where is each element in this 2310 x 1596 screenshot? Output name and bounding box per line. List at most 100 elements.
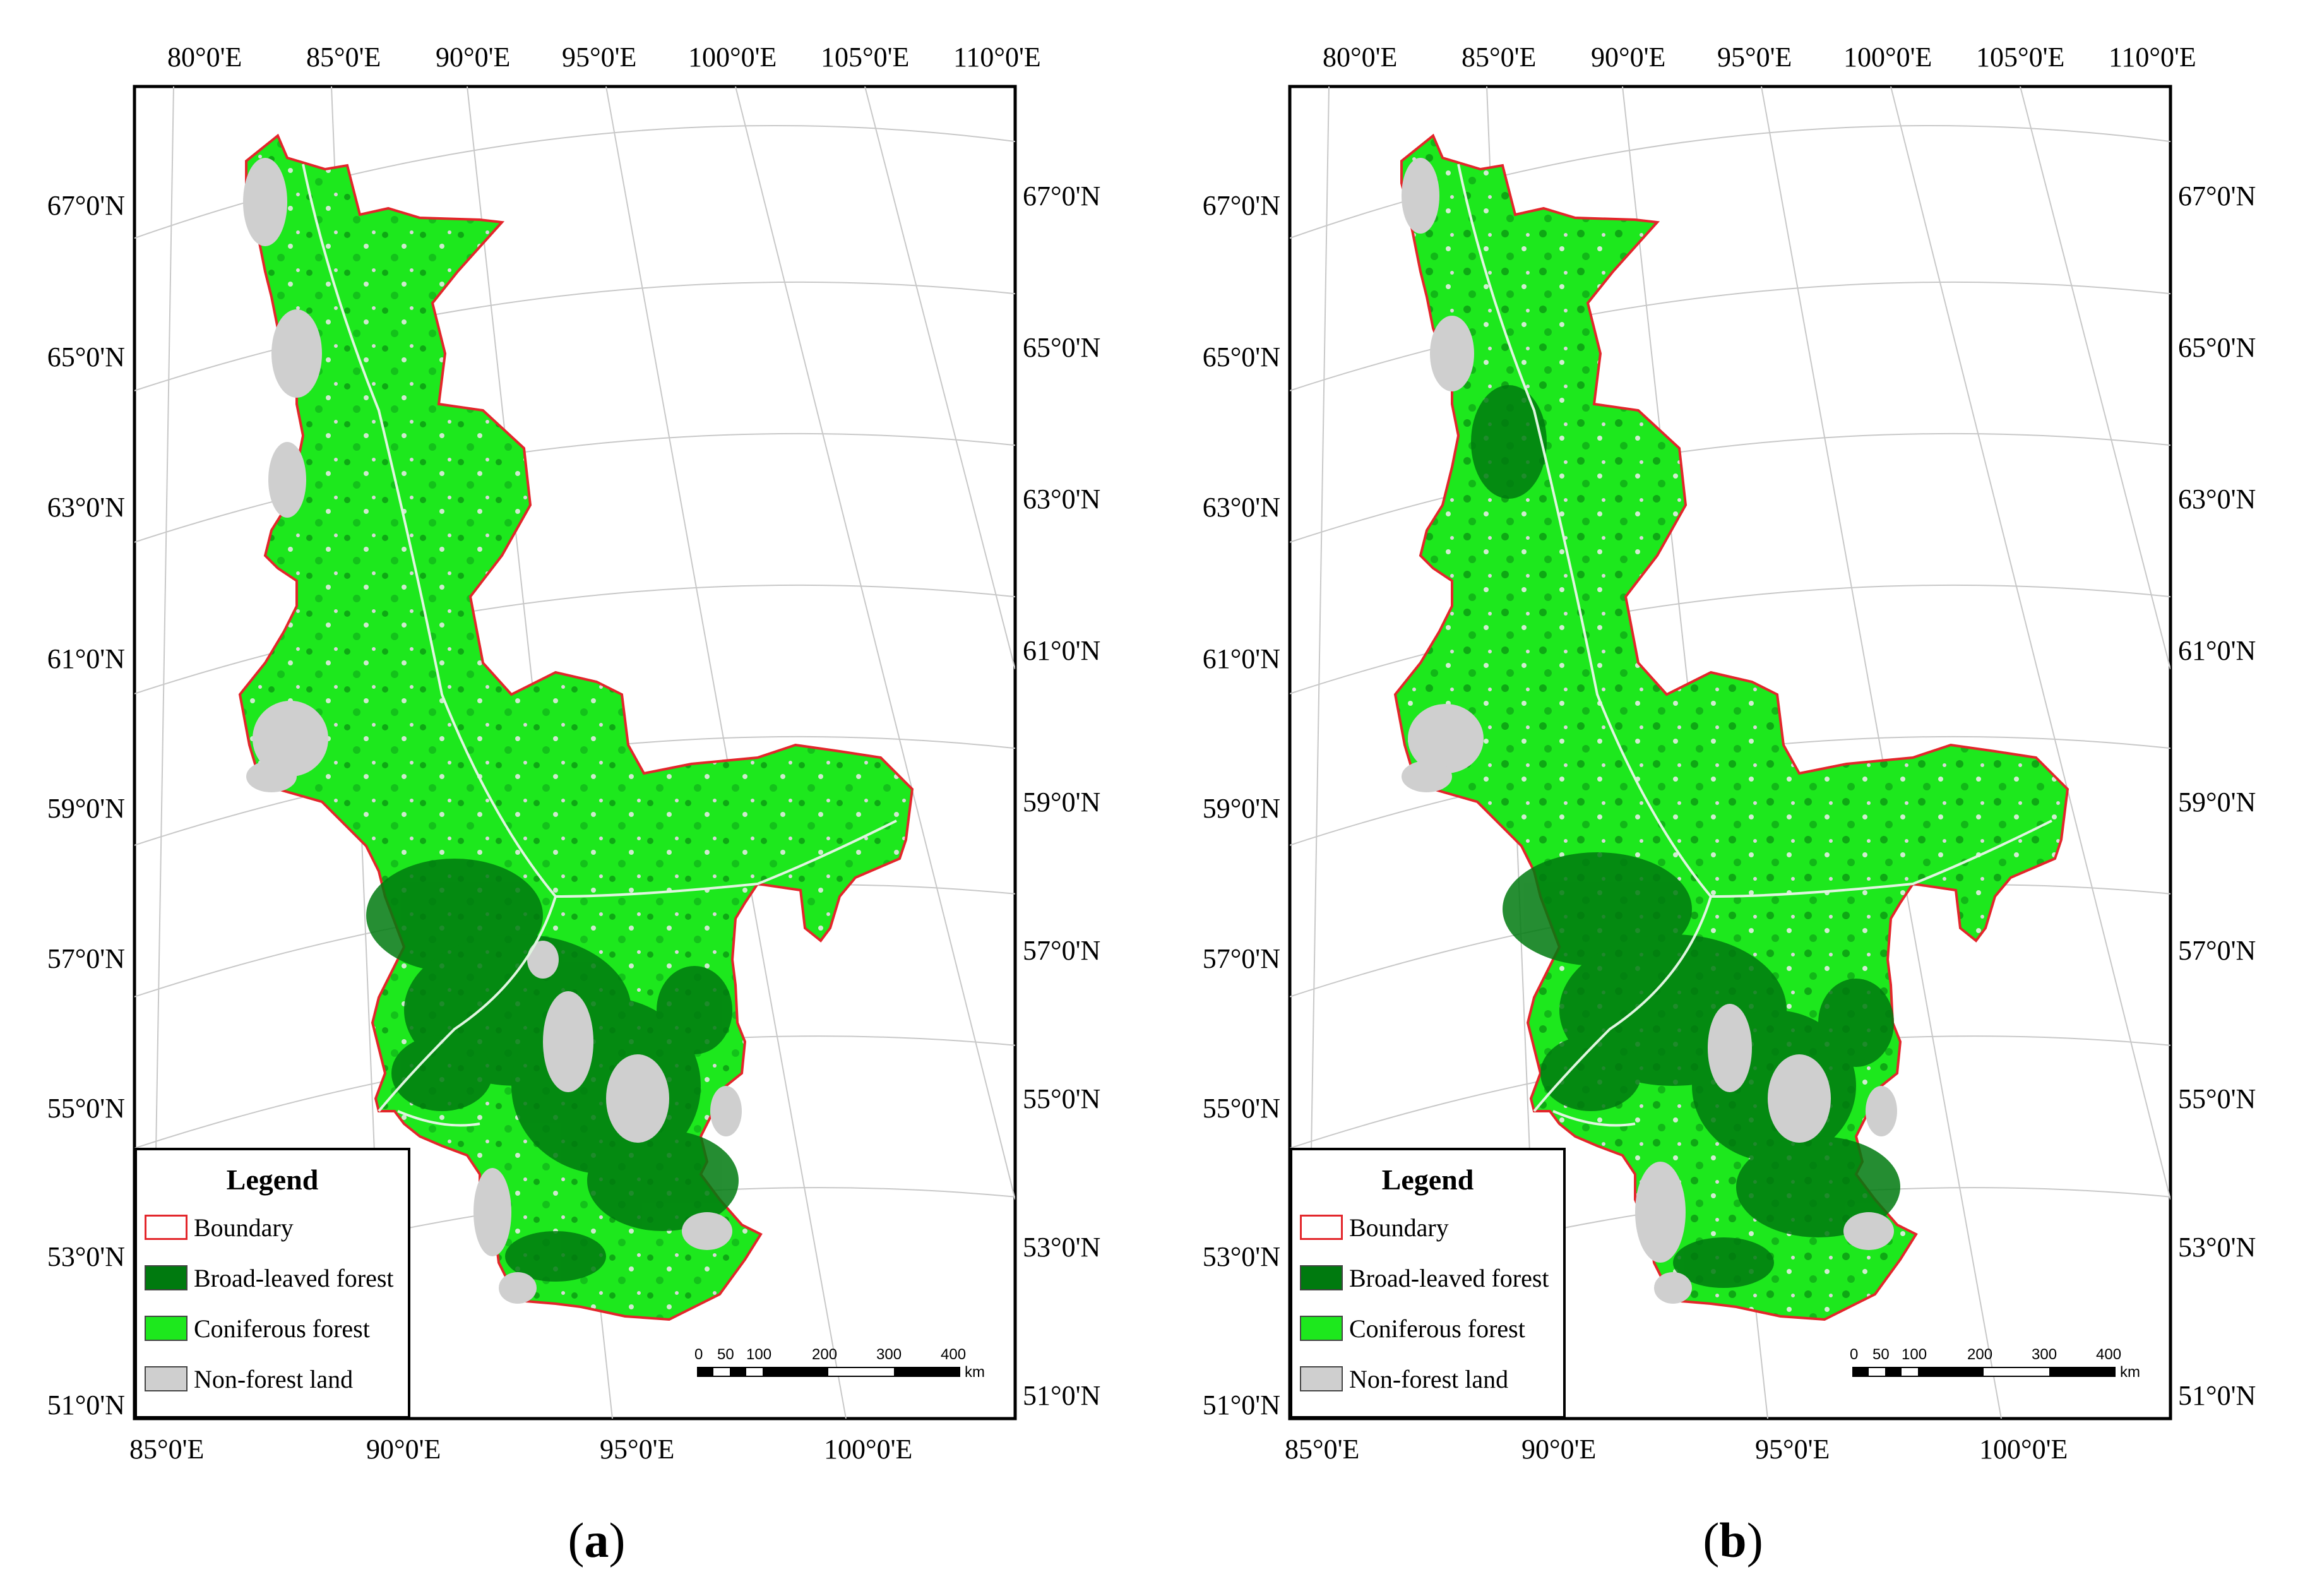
scale-tick: 200 xyxy=(1967,1346,1993,1363)
right-lat-label: 67°0'N xyxy=(1023,181,1100,211)
forest-region xyxy=(238,133,914,1321)
scale-tick: 100 xyxy=(1902,1346,1927,1363)
bottom-lon-label: 100°0'E xyxy=(824,1434,912,1465)
coniferous-swatch xyxy=(145,1316,188,1341)
left-lat-label: 59°0'N xyxy=(47,793,125,824)
left-lat-label: 51°0'N xyxy=(47,1390,125,1420)
left-lat-label: 51°0'N xyxy=(1203,1390,1280,1420)
caption-b: (b) xyxy=(1703,1513,1763,1568)
legend: Legend Boundary Broad-leaved forest Coni… xyxy=(134,1148,410,1419)
coniferous-swatch xyxy=(1300,1316,1343,1341)
left-lat-label: 59°0'N xyxy=(1203,793,1280,824)
caption-letter: b xyxy=(1719,1513,1747,1568)
right-lat-label: 57°0'N xyxy=(1023,935,1100,966)
scale-tick: 300 xyxy=(2032,1346,2057,1363)
bottom-lon-label: 85°0'E xyxy=(1285,1434,1359,1465)
left-lat-label: 65°0'N xyxy=(1203,342,1280,372)
legend-title: Legend xyxy=(1381,1164,1474,1196)
legend-item-coniferous: Coniferous forest xyxy=(1300,1309,1525,1347)
top-lon-label: 100°0'E xyxy=(1843,42,1932,73)
left-lat-label: 55°0'N xyxy=(1203,1093,1280,1124)
top-lon-label: 110°0'E xyxy=(953,42,1041,73)
scale-tick: 50 xyxy=(717,1346,734,1363)
nonforest-patches xyxy=(243,158,742,1304)
bottom-lon-label: 90°0'E xyxy=(1521,1434,1596,1465)
legend-title: Legend xyxy=(226,1164,319,1196)
right-lat-label: 57°0'N xyxy=(2178,935,2256,966)
legend-label: Non-forest land xyxy=(194,1364,354,1393)
legend-item-broadleaved: Broad-leaved forest xyxy=(145,1259,394,1297)
legend-label: Broad-leaved forest xyxy=(194,1263,394,1292)
left-lat-label: 63°0'N xyxy=(1203,492,1280,523)
top-lon-label: 85°0'E xyxy=(306,42,381,73)
left-lat-label: 61°0'N xyxy=(47,643,125,674)
left-latitude-labels: 67°0'N 65°0'N 63°0'N 61°0'N 59°0'N 57°0'… xyxy=(1203,190,1280,1420)
top-lon-label: 95°0'E xyxy=(1717,42,1792,73)
top-lon-label: 100°0'E xyxy=(688,42,777,73)
top-lon-label: 85°0'E xyxy=(1462,42,1536,73)
bottom-lon-label: 100°0'E xyxy=(1979,1434,2068,1465)
top-lon-label: 105°0'E xyxy=(1976,42,2064,73)
top-lon-label: 80°0'E xyxy=(167,42,242,73)
nonforest-patches xyxy=(1402,158,1897,1304)
scale-tick: 100 xyxy=(746,1346,772,1363)
nonforest-swatch xyxy=(1300,1366,1343,1391)
right-lat-label: 61°0'N xyxy=(2178,635,2256,666)
right-latitude-labels: 67°0'N 65°0'N 63°0'N 61°0'N 59°0'N 57°0'… xyxy=(2178,181,2256,1411)
bottom-lon-label: 90°0'E xyxy=(366,1434,441,1465)
left-lat-label: 67°0'N xyxy=(47,190,125,221)
top-lon-label: 90°0'E xyxy=(436,42,510,73)
legend-item-nonforest: Non-forest land xyxy=(1300,1360,1508,1398)
boundary-swatch xyxy=(145,1215,188,1240)
bottom-longitude-labels: 85°0'E 90°0'E 95°0'E 100°0'E xyxy=(1285,1434,2068,1465)
map-canvas-b: 80°0'E 85°0'E 90°0'E 95°0'E 100°0'E 105°… xyxy=(1203,42,2256,1465)
top-longitude-labels: 80°0'E 85°0'E 90°0'E 95°0'E 100°0'E 105°… xyxy=(167,42,1041,73)
right-lat-label: 51°0'N xyxy=(1023,1380,1100,1411)
scale-tick: 0 xyxy=(694,1346,703,1363)
scale-tick: 400 xyxy=(941,1346,967,1363)
scale-tick: 200 xyxy=(812,1346,838,1363)
left-lat-label: 57°0'N xyxy=(47,943,125,974)
scale-unit: km xyxy=(2120,1364,2140,1381)
left-lat-label: 67°0'N xyxy=(1203,190,1280,221)
scale-unit: km xyxy=(965,1364,985,1381)
broadleaved-swatch xyxy=(1300,1265,1343,1290)
right-lat-label: 63°0'N xyxy=(1023,484,1100,515)
forest-region xyxy=(1393,133,2069,1321)
scale-bar: 0 50 100 200 300 400 km xyxy=(1850,1346,2140,1384)
scale-tick: 50 xyxy=(1872,1346,1890,1363)
right-lat-label: 53°0'N xyxy=(1023,1232,1100,1263)
left-latitude-labels: 67°0'N 65°0'N 63°0'N 61°0'N 59°0'N 57°0'… xyxy=(47,190,125,1420)
boundary-swatch xyxy=(1300,1215,1343,1240)
scale-tick: 300 xyxy=(876,1346,902,1363)
right-lat-label: 55°0'N xyxy=(1023,1083,1100,1114)
scale-segments xyxy=(697,1367,960,1377)
legend-item-coniferous: Coniferous forest xyxy=(145,1309,370,1347)
right-lat-label: 65°0'N xyxy=(1023,332,1100,363)
broadleaved-swatch xyxy=(145,1265,188,1290)
right-lat-label: 59°0'N xyxy=(1023,787,1100,818)
left-lat-label: 55°0'N xyxy=(47,1093,125,1124)
scale-tick: 400 xyxy=(2096,1346,2122,1363)
rivers xyxy=(1457,164,2052,1127)
right-lat-label: 55°0'N xyxy=(2178,1083,2256,1114)
legend-item-boundary: Boundary xyxy=(1300,1208,1449,1246)
right-lat-label: 61°0'N xyxy=(1023,635,1100,666)
top-lon-label: 105°0'E xyxy=(821,42,909,73)
left-lat-label: 61°0'N xyxy=(1203,643,1280,674)
legend-label: Boundary xyxy=(1349,1213,1449,1242)
broadleaved-patches xyxy=(366,859,739,1282)
legend-label: Coniferous forest xyxy=(1349,1314,1525,1343)
left-lat-label: 53°0'N xyxy=(47,1241,125,1272)
rivers xyxy=(302,164,897,1127)
right-lat-label: 67°0'N xyxy=(2178,181,2256,211)
right-lat-label: 51°0'N xyxy=(2178,1380,2256,1411)
caption-letter: a xyxy=(584,1513,609,1568)
map-panel-b: 80°0'E 85°0'E 90°0'E 95°0'E 100°0'E 105°… xyxy=(1155,0,2310,1596)
right-lat-label: 63°0'N xyxy=(2178,484,2256,515)
top-lon-label: 110°0'E xyxy=(2109,42,2196,73)
bottom-lon-label: 95°0'E xyxy=(600,1434,674,1465)
legend-item-broadleaved: Broad-leaved forest xyxy=(1300,1259,1549,1297)
caption-a: (a) xyxy=(568,1513,626,1568)
right-lat-label: 59°0'N xyxy=(2178,787,2256,818)
